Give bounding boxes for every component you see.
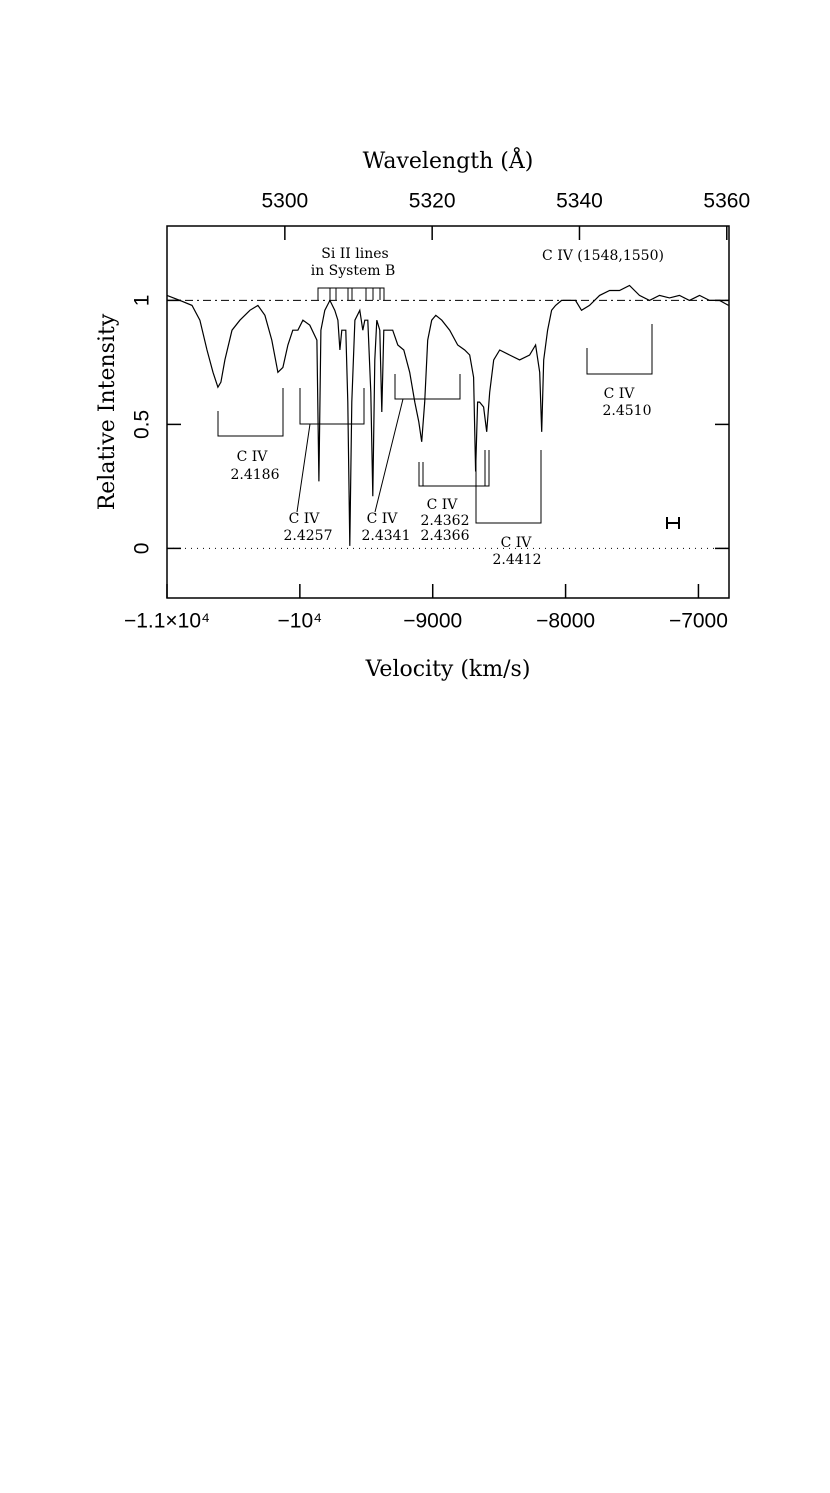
x-tick-label: −8000 xyxy=(536,610,595,633)
annotation: C IV xyxy=(289,511,321,527)
top-tick-label: 5360 xyxy=(703,190,750,213)
annotation: 2.4341 xyxy=(362,528,411,544)
annotation: 2.4257 xyxy=(284,528,333,544)
annotation: 2.4362 xyxy=(421,513,470,529)
x-axis-title: Velocity (km/s) xyxy=(365,657,531,682)
resolution-bar xyxy=(666,517,680,529)
y-tick-label: 1 xyxy=(131,295,154,307)
bracket xyxy=(217,388,284,437)
plot-frame xyxy=(166,225,730,599)
bracket xyxy=(296,388,365,513)
x-tick-label: −9000 xyxy=(403,610,462,633)
top-tick-label: 5320 xyxy=(409,190,456,213)
y-tick-label: 0 xyxy=(131,543,154,555)
annotation: C IV xyxy=(367,511,399,527)
annotation: 2.4366 xyxy=(421,528,470,544)
annotation: 2.4412 xyxy=(493,552,542,568)
top-tick-label: 5300 xyxy=(261,190,308,213)
bracket xyxy=(475,450,542,524)
annotation: C IV xyxy=(237,449,269,465)
y-axis-title: Relative Intensity xyxy=(95,313,120,510)
annotation: C IV xyxy=(427,497,459,513)
spectrum-line xyxy=(166,284,729,546)
x-tick-label: −10⁴ xyxy=(278,610,323,633)
annotation: C IV (1548,1550) xyxy=(542,248,664,264)
x-tick-label: −7000 xyxy=(669,610,728,633)
bracket xyxy=(586,324,653,375)
y-tick-label: 0.5 xyxy=(131,410,154,439)
annotation: 2.4186 xyxy=(231,467,280,483)
annotation: C IV xyxy=(501,535,533,551)
annotation-brackets xyxy=(217,287,680,529)
top-axis-title: Wavelength (Å) xyxy=(363,146,534,174)
annotation: Si II lines xyxy=(321,246,388,262)
bracket xyxy=(317,287,385,300)
annotation: in System B xyxy=(311,263,396,279)
annotation: C IV xyxy=(604,386,636,402)
bracket xyxy=(418,450,490,487)
annotation: 2.4510 xyxy=(603,403,652,419)
bracket xyxy=(374,374,461,513)
top-tick-label: 5340 xyxy=(556,190,603,213)
x-tick-label: −1.1×10⁴ xyxy=(124,610,210,633)
